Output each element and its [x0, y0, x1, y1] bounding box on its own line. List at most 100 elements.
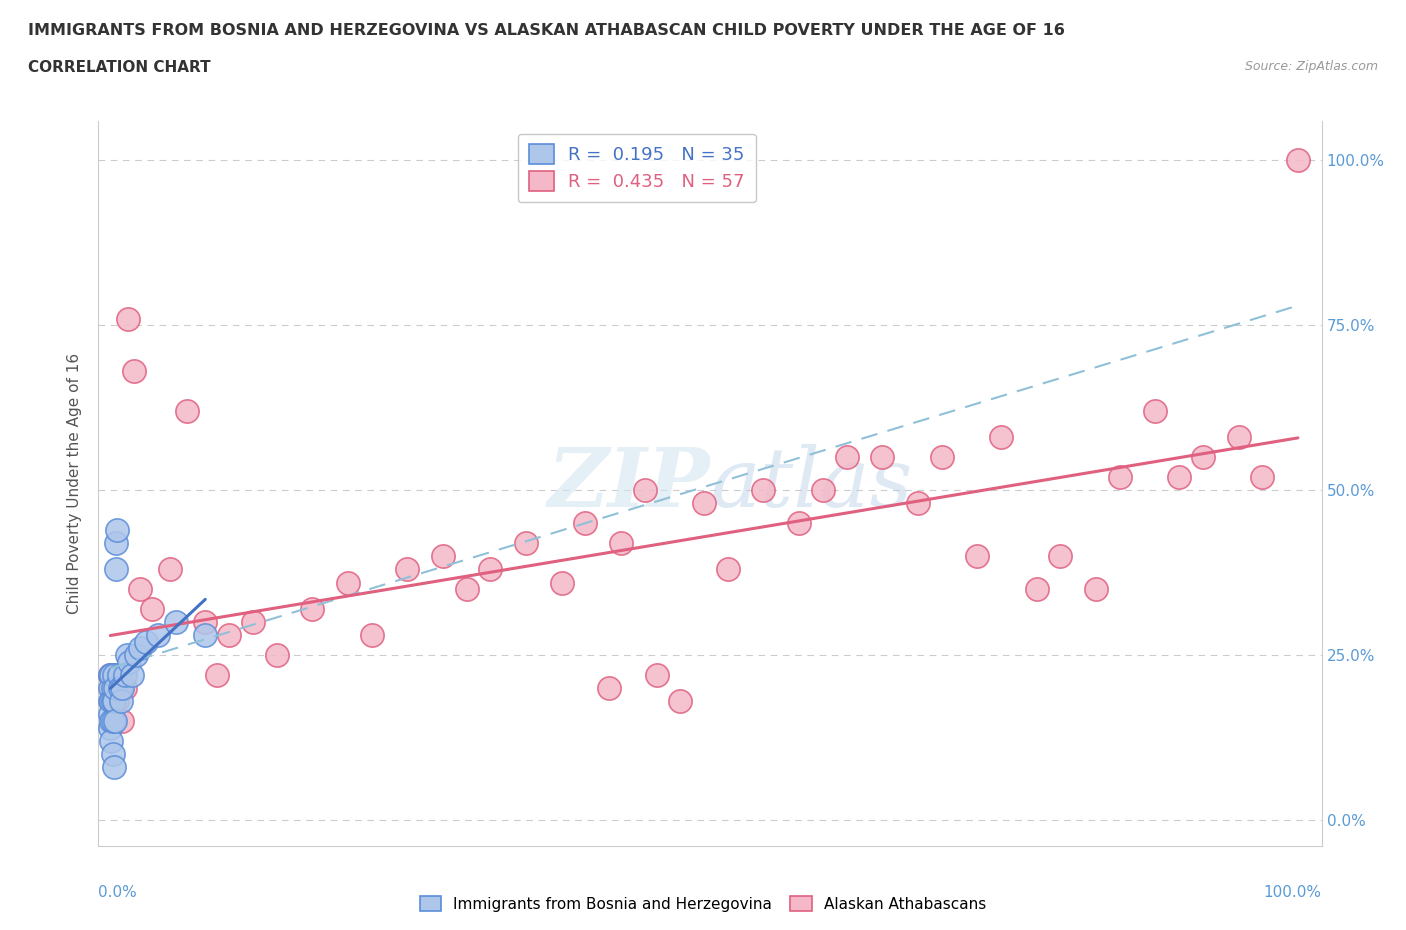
Text: IMMIGRANTS FROM BOSNIA AND HERZEGOVINA VS ALASKAN ATHABASCAN CHILD POVERTY UNDER: IMMIGRANTS FROM BOSNIA AND HERZEGOVINA V… — [28, 23, 1064, 38]
Point — [118, 654, 141, 669]
Text: Source: ZipAtlas.com: Source: ZipAtlas.com — [1244, 60, 1378, 73]
Point — [108, 681, 131, 696]
Point — [336, 575, 359, 590]
Point — [100, 681, 122, 696]
Point — [98, 694, 121, 709]
Point — [811, 483, 834, 498]
Legend: Immigrants from Bosnia and Herzegovina, Alaskan Athabascans: Immigrants from Bosnia and Herzegovina, … — [413, 889, 993, 918]
Point — [101, 713, 124, 728]
Point — [242, 615, 264, 630]
Point — [98, 668, 121, 683]
Point — [479, 562, 502, 577]
Point — [103, 713, 125, 728]
Point — [104, 713, 127, 728]
Point — [98, 707, 121, 722]
Point — [101, 747, 124, 762]
Point — [515, 536, 537, 551]
Point — [110, 694, 132, 709]
Point — [98, 681, 121, 696]
Point — [146, 628, 169, 643]
Point — [114, 681, 136, 696]
Text: ZIP: ZIP — [547, 444, 710, 524]
Point — [194, 628, 217, 643]
Point — [111, 681, 134, 696]
Point — [1025, 581, 1047, 596]
Point — [1144, 404, 1167, 418]
Point — [98, 720, 121, 735]
Point — [107, 523, 129, 538]
Point — [432, 549, 454, 564]
Point — [105, 536, 128, 551]
Point — [105, 681, 128, 696]
Point — [456, 581, 478, 596]
Point — [870, 450, 893, 465]
Point — [107, 668, 129, 683]
Point — [1085, 581, 1108, 596]
Point — [1251, 470, 1274, 485]
Point — [907, 496, 929, 511]
Point — [103, 694, 125, 709]
Text: 100.0%: 100.0% — [1264, 885, 1322, 900]
Point — [122, 364, 145, 379]
Point — [574, 516, 596, 531]
Point — [114, 668, 136, 683]
Point — [100, 694, 122, 709]
Point — [100, 668, 122, 683]
Point — [100, 734, 122, 749]
Point — [111, 713, 134, 728]
Point — [1286, 153, 1309, 168]
Point — [301, 602, 323, 617]
Point — [103, 760, 125, 775]
Text: 0.0%: 0.0% — [98, 885, 138, 900]
Point — [105, 562, 128, 577]
Point — [101, 694, 124, 709]
Point — [101, 681, 124, 696]
Point — [598, 681, 620, 696]
Point — [717, 562, 740, 577]
Point — [115, 647, 138, 662]
Point — [117, 312, 139, 326]
Point — [550, 575, 572, 590]
Point — [1192, 450, 1215, 465]
Point — [634, 483, 657, 498]
Point — [159, 562, 181, 577]
Point — [103, 668, 125, 683]
Point — [194, 615, 217, 630]
Point — [205, 668, 228, 683]
Point — [108, 668, 131, 683]
Point — [121, 668, 143, 683]
Point — [129, 581, 152, 596]
Point — [1168, 470, 1191, 485]
Point — [129, 641, 152, 656]
Point — [931, 450, 953, 465]
Point — [100, 713, 122, 728]
Point — [966, 549, 988, 564]
Point — [176, 404, 198, 418]
Point — [218, 628, 240, 643]
Legend: R =  0.195   N = 35, R =  0.435   N = 57: R = 0.195 N = 35, R = 0.435 N = 57 — [517, 134, 755, 202]
Point — [107, 694, 129, 709]
Point — [135, 634, 157, 649]
Point — [752, 483, 775, 498]
Point — [98, 668, 121, 683]
Point — [396, 562, 419, 577]
Point — [645, 668, 668, 683]
Point — [104, 681, 127, 696]
Point — [1227, 430, 1250, 445]
Point — [693, 496, 716, 511]
Point — [266, 647, 288, 662]
Point — [610, 536, 633, 551]
Point — [1049, 549, 1071, 564]
Text: CORRELATION CHART: CORRELATION CHART — [28, 60, 211, 75]
Point — [125, 647, 148, 662]
Point — [165, 615, 187, 630]
Point — [101, 694, 124, 709]
Point — [104, 668, 127, 683]
Point — [360, 628, 382, 643]
Point — [669, 694, 692, 709]
Point — [141, 602, 163, 617]
Point — [990, 430, 1012, 445]
Text: atlas: atlas — [710, 444, 912, 524]
Point — [787, 516, 810, 531]
Y-axis label: Child Poverty Under the Age of 16: Child Poverty Under the Age of 16 — [67, 353, 83, 614]
